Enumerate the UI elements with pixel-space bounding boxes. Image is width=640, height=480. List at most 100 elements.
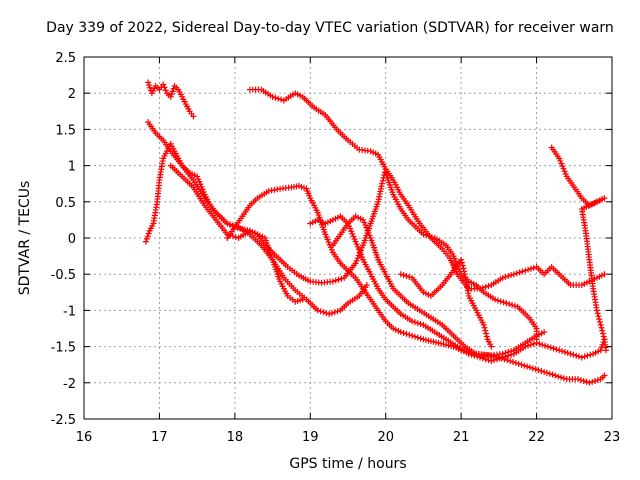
data-point [581, 353, 588, 360]
data-point [547, 344, 554, 351]
data-point [269, 93, 276, 100]
data-point [494, 297, 501, 304]
data-point [465, 350, 472, 357]
data-point [577, 377, 584, 384]
data-point [320, 309, 327, 316]
data-point [428, 234, 435, 241]
data-point [542, 342, 549, 349]
y-tick-label: -2.5 [51, 413, 76, 428]
data-point [417, 320, 424, 327]
data-point [580, 377, 587, 384]
data-point [160, 81, 167, 88]
y-tick-label: 1 [68, 160, 76, 175]
data-point [506, 301, 513, 308]
data-point [549, 371, 556, 378]
data-point [403, 330, 410, 337]
data-point [573, 352, 580, 359]
x-tick-label: 18 [227, 430, 244, 445]
data-point [400, 330, 407, 337]
data-point [556, 347, 563, 354]
data-point [510, 358, 516, 365]
plot-frame [83, 56, 613, 420]
data-point [576, 353, 582, 360]
data-point [570, 351, 577, 358]
data-point [420, 231, 427, 238]
data-point [400, 272, 407, 279]
data-point [482, 356, 489, 363]
data-point [578, 354, 585, 361]
data-point [275, 95, 282, 102]
data-point [417, 335, 424, 342]
data-point [595, 313, 602, 320]
x-tick-label: 22 [528, 430, 545, 445]
data-point [326, 311, 333, 318]
data-point [518, 361, 525, 368]
data-point [397, 271, 404, 278]
data-point [525, 266, 532, 273]
data-point [553, 346, 560, 353]
data-point [544, 343, 551, 350]
data-point [145, 79, 152, 86]
data-point [479, 355, 486, 362]
x-tick-label: 20 [377, 430, 394, 445]
data-point [529, 365, 536, 372]
data-point [406, 273, 413, 280]
data-point [555, 373, 562, 380]
data-point [461, 268, 468, 275]
data-point [541, 368, 548, 375]
data-point [507, 358, 514, 365]
x-axis-label: GPS time / hours [289, 456, 407, 472]
data-point [406, 331, 413, 338]
data-point [168, 91, 175, 98]
data-point [278, 96, 285, 103]
data-point [546, 370, 553, 377]
y-tick-label: -0.5 [51, 268, 76, 283]
data-point [338, 275, 345, 282]
data-point [505, 352, 512, 359]
x-tick-label: 21 [453, 430, 470, 445]
data-point [409, 332, 416, 339]
data-point [599, 330, 606, 337]
data-point [167, 93, 174, 100]
data-point [526, 364, 533, 371]
data-point [328, 310, 335, 317]
data-point [596, 316, 603, 323]
y-tick-label: 0.5 [55, 196, 76, 211]
y-tick-label: 2 [68, 87, 76, 102]
data-point [541, 329, 548, 336]
data-point [600, 333, 607, 340]
data-point [492, 296, 499, 303]
data-point [458, 256, 465, 263]
data-point [314, 307, 321, 314]
data-point [459, 262, 466, 269]
data-point [552, 372, 559, 379]
data-point [587, 351, 594, 358]
y-tick-label: 2.5 [55, 51, 76, 66]
data-point [536, 340, 543, 347]
data-point [169, 88, 176, 95]
data-point [599, 327, 606, 334]
data-point [584, 352, 591, 359]
data-point [334, 308, 341, 315]
data-point [521, 362, 528, 369]
data-point [504, 357, 511, 364]
data-point [508, 351, 515, 358]
y-tick-label: -2 [63, 377, 76, 392]
data-point [559, 348, 566, 355]
data-point [411, 333, 418, 340]
data-point [482, 327, 489, 334]
data-point [411, 319, 418, 326]
data-point [332, 277, 339, 284]
data-point [564, 349, 571, 356]
data-point [530, 340, 537, 347]
data-point [500, 299, 507, 306]
data-point [481, 324, 488, 331]
data-point [146, 82, 153, 89]
data-point [516, 269, 523, 276]
data-point [502, 353, 509, 360]
data-point [539, 341, 546, 348]
data-point [170, 85, 177, 92]
data-point [589, 378, 596, 385]
data-point [512, 359, 519, 366]
data-point [161, 84, 168, 91]
